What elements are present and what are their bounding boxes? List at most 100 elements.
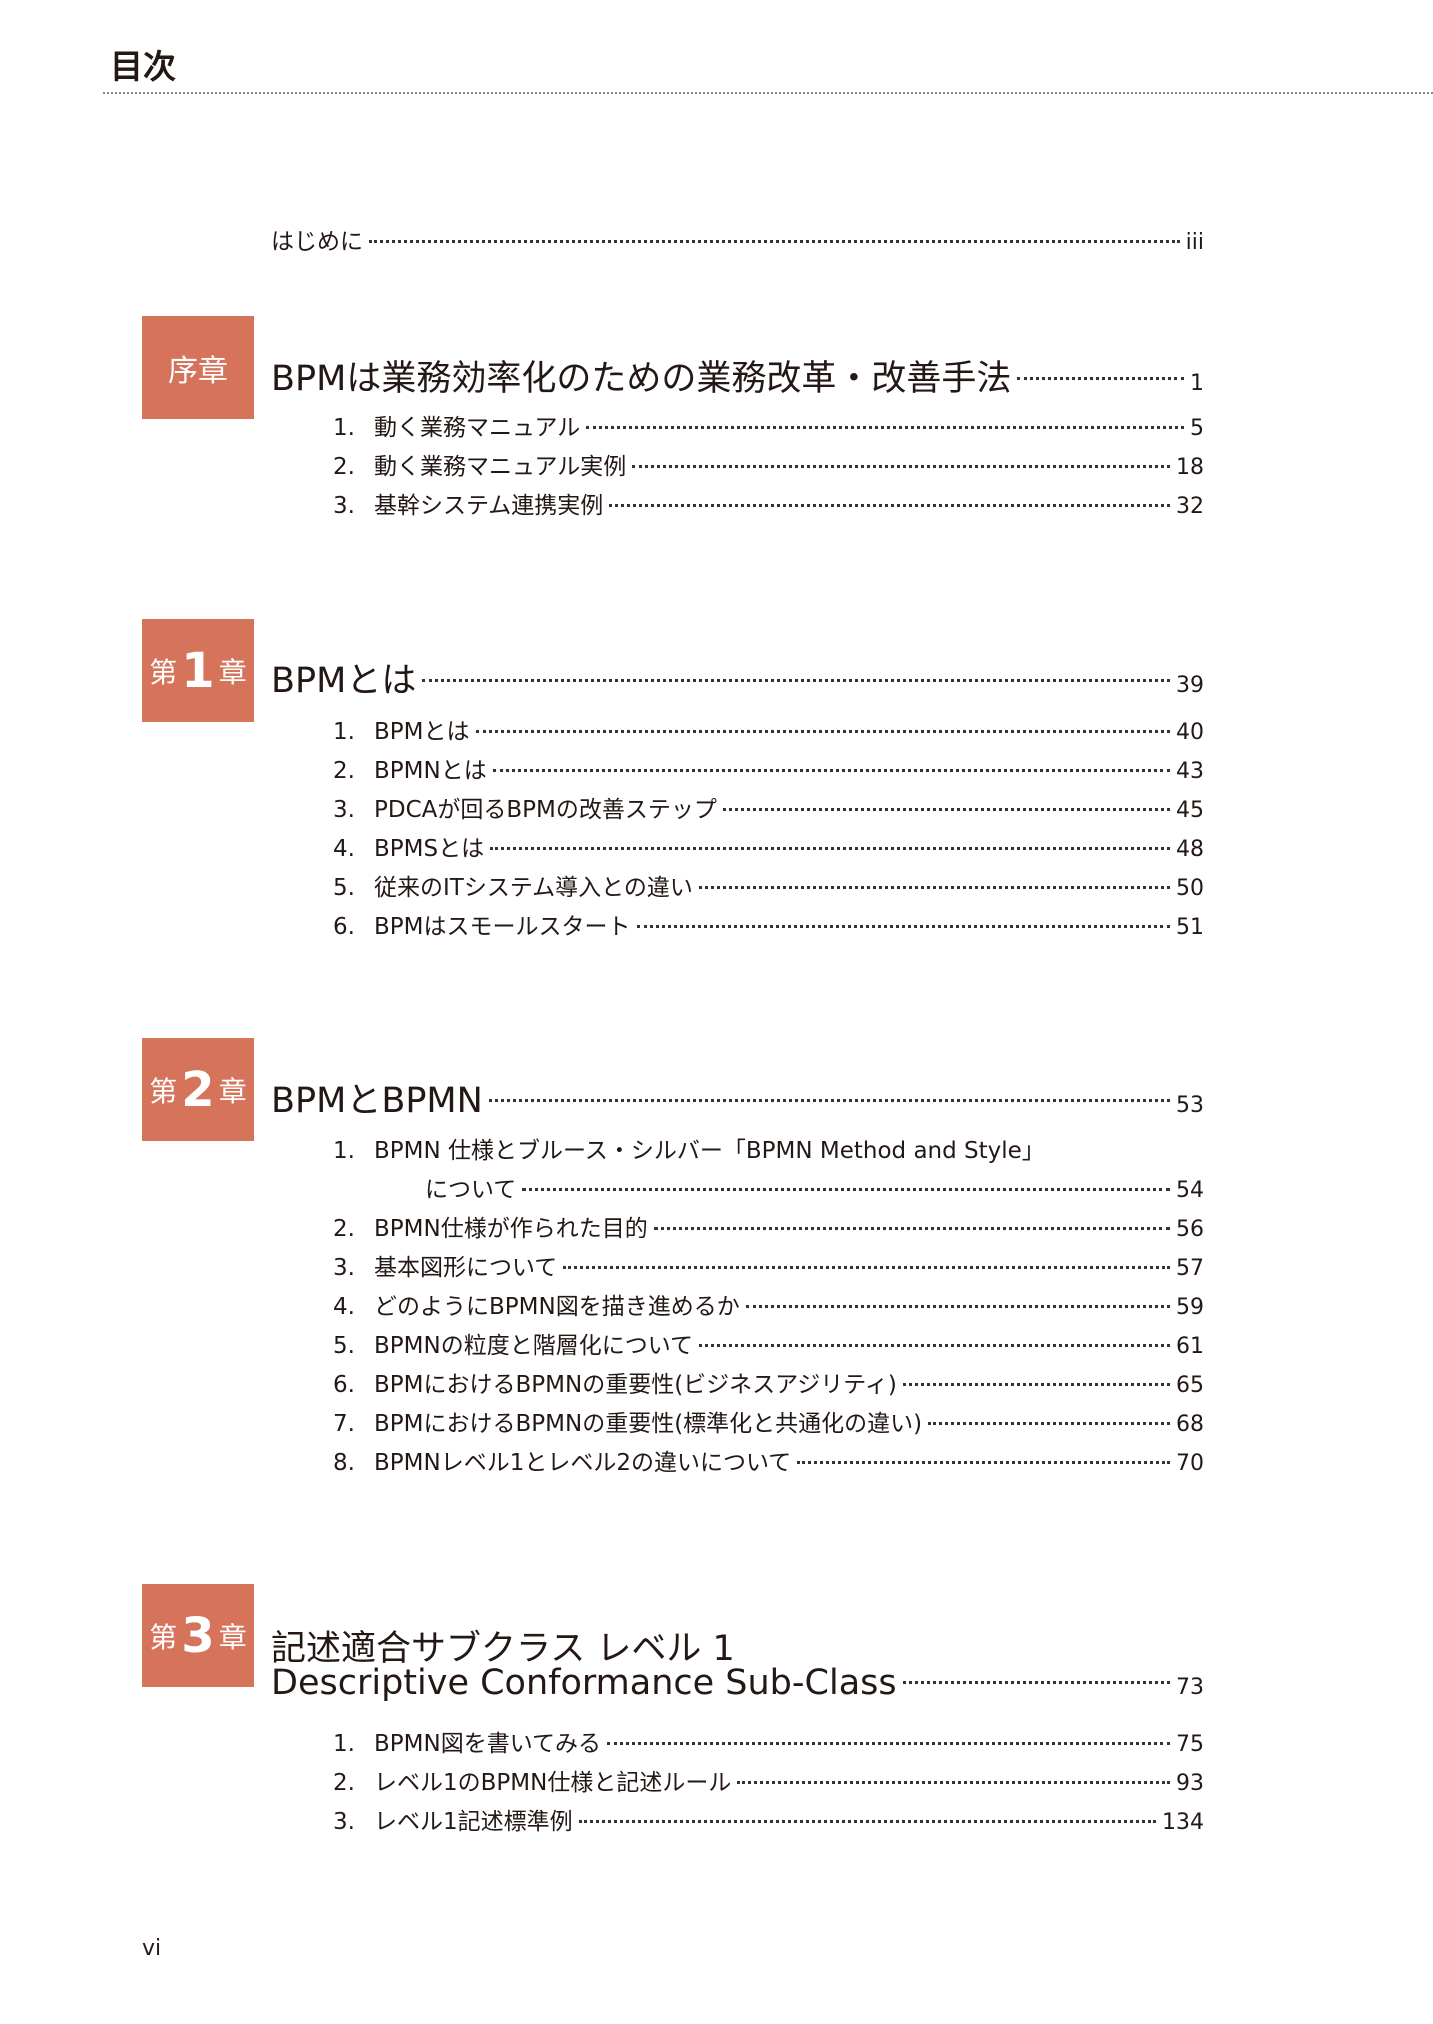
entry-number: 2.: [333, 758, 355, 784]
toc-entry[interactable]: 5. 従来のITシステム導入との違い 50: [333, 868, 1204, 902]
page-number: 73: [1176, 1675, 1204, 1700]
entry-label: BPMN 仕様とブルース・シルバー「BPMN Method and Style」: [374, 1138, 1045, 1164]
entry-number: 1.: [333, 719, 355, 745]
chapter-title: BPMは業務効率化のための業務改革・改善手法: [271, 359, 1012, 399]
toc-entry[interactable]: 1. 動く業務マニュアル 5: [333, 408, 1204, 442]
dot-leader: [369, 240, 1180, 243]
badge-prefix: 第: [149, 1074, 178, 1108]
dot-leader: [745, 1305, 1170, 1308]
toc-entry[interactable]: 2. BPMNとは 43: [333, 751, 1204, 785]
entry-number: 2.: [333, 454, 355, 480]
toc-entry[interactable]: 8. BPMNレベル1とレベル2の違いについて 70: [333, 1443, 1204, 1477]
chapter-title-entry[interactable]: BPMとは 39: [271, 652, 1204, 703]
chapter-title: BPMとBPMN: [271, 1081, 483, 1121]
badge-suffix: 章: [218, 1074, 247, 1108]
entry-label: どのようにBPMN図を描き進めるか: [374, 1294, 740, 1320]
toc-entry-intro[interactable]: はじめに iii: [271, 222, 1204, 256]
page-number: 50: [1176, 876, 1204, 901]
entry-label: BPMNとは: [374, 758, 487, 784]
badge-number: 2: [181, 1061, 215, 1118]
page-number: 65: [1176, 1373, 1204, 1398]
badge-suffix: 章: [218, 655, 247, 689]
toc-entry[interactable]: 3. レベル1記述標準例 134: [333, 1802, 1204, 1836]
toc-entry[interactable]: 5. BPMNの粒度と階層化について 61: [333, 1326, 1204, 1360]
toc-entry[interactable]: 4. どのようにBPMN図を描き進めるか 59: [333, 1287, 1204, 1321]
toc-entry-continuation[interactable]: について 54: [425, 1170, 1204, 1204]
toc-entry[interactable]: 2. レベル1のBPMN仕様と記述ルール 93: [333, 1763, 1204, 1797]
dot-leader: [522, 1188, 1170, 1191]
dot-leader: [698, 886, 1170, 889]
dot-leader: [797, 1461, 1170, 1464]
badge-suffix: 章: [218, 1620, 247, 1654]
toc-entry[interactable]: 2. 動く業務マニュアル実例 18: [333, 447, 1204, 481]
entry-number: 3.: [333, 1809, 355, 1835]
chapter-title: BPMとは: [271, 661, 417, 701]
dot-leader: [609, 504, 1170, 507]
dot-leader: [902, 1681, 1170, 1684]
entry-number: 5.: [333, 1333, 355, 1359]
chapter-title-entry[interactable]: BPMとBPMN 53: [271, 1072, 1204, 1123]
dot-leader: [699, 1344, 1170, 1347]
page-number: 51: [1176, 915, 1204, 940]
page-number: 5: [1190, 416, 1204, 441]
entry-label: 基幹システム連携実例: [374, 493, 604, 519]
entry-number: 1.: [333, 415, 355, 441]
page-number: 68: [1176, 1412, 1204, 1437]
badge-number: 3: [181, 1607, 215, 1664]
dot-leader: [563, 1266, 1170, 1269]
chapter-title: Descriptive Conformance Sub-Class: [271, 1663, 897, 1703]
dot-leader: [902, 1383, 1170, 1386]
dot-leader: [1017, 377, 1184, 380]
entry-label: BPMN図を書いてみる: [374, 1731, 602, 1757]
entry-number: 6.: [333, 1372, 355, 1398]
toc-entry[interactable]: 3. 基幹システム連携実例 32: [333, 486, 1204, 520]
toc-entry[interactable]: 3. 基本図形について 57: [333, 1248, 1204, 1282]
entry-label: BPMSとは: [374, 836, 485, 862]
dot-leader: [492, 769, 1170, 772]
entry-label: BPMとは: [374, 719, 470, 745]
dot-leader: [737, 1781, 1170, 1784]
toc-entry[interactable]: 2. BPMN仕様が作られた目的 56: [333, 1209, 1204, 1243]
page-number: 32: [1176, 494, 1204, 519]
badge-text: 序章: [168, 353, 228, 389]
entry-label: 動く業務マニュアル実例: [374, 454, 627, 480]
dot-leader: [632, 465, 1170, 468]
page-number: 39: [1176, 673, 1204, 698]
entry-number: 3.: [333, 493, 355, 519]
page-number: 1: [1190, 371, 1204, 396]
chapter-title-entry[interactable]: Descriptive Conformance Sub-Class 73: [271, 1663, 1204, 1703]
badge-number: 1: [181, 642, 215, 699]
entry-label: BPMNレベル1とレベル2の違いについて: [374, 1450, 792, 1476]
dot-leader: [475, 730, 1170, 733]
toc-entry[interactable]: 1. BPMとは 40: [333, 712, 1204, 746]
entry-label: 従来のITシステム導入との違い: [374, 875, 693, 901]
toc-entry[interactable]: 6. BPMはスモールスタート 51: [333, 907, 1204, 941]
dot-leader: [586, 426, 1184, 429]
entry-number: 3.: [333, 1255, 355, 1281]
dot-leader: [722, 808, 1170, 811]
entry-number: 1.: [333, 1731, 355, 1757]
badge-prefix: 第: [149, 1620, 178, 1654]
entry-label: BPMNの粒度と階層化について: [374, 1333, 694, 1359]
entry-number: 6.: [333, 914, 355, 940]
entry-label: レベル1のBPMN仕様と記述ルール: [374, 1770, 732, 1796]
entry-label: レベル1記述標準例: [374, 1809, 573, 1835]
chapter-title-entry[interactable]: BPMは業務効率化のための業務改革・改善手法 1: [271, 350, 1204, 401]
entry-label: 基本図形について: [374, 1255, 558, 1281]
toc-entry[interactable]: 1. BPMN図を書いてみる 75: [333, 1724, 1204, 1758]
toc-entry[interactable]: 4. BPMSとは 48: [333, 829, 1204, 863]
toc-entry[interactable]: 1. BPMN 仕様とブルース・シルバー「BPMN Method and Styl…: [333, 1131, 1204, 1165]
page-number: 93: [1176, 1771, 1204, 1796]
toc-entry[interactable]: 3. PDCAが回るBPMの改善ステップ 45: [333, 790, 1204, 824]
page-number: 75: [1176, 1732, 1204, 1757]
page-number: 45: [1176, 798, 1204, 823]
toc-entry[interactable]: 7. BPMにおけるBPMNの重要性(標準化と共通化の違い) 68: [333, 1404, 1204, 1438]
entry-number: 3.: [333, 797, 355, 823]
page-number: 48: [1176, 837, 1204, 862]
page-number: 54: [1176, 1178, 1204, 1203]
toc-entry[interactable]: 6. BPMにおけるBPMNの重要性(ビジネスアジリティ) 65: [333, 1365, 1204, 1399]
entry-label: BPMにおけるBPMNの重要性(ビジネスアジリティ): [374, 1372, 897, 1398]
entry-number: 2.: [333, 1770, 355, 1796]
